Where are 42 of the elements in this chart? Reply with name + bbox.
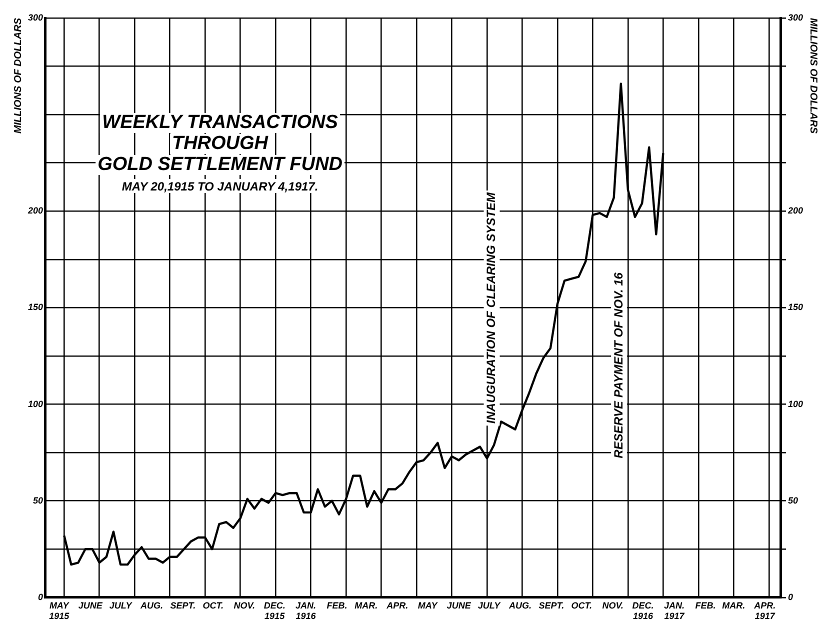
y-axis-title: MILLIONS OF DOLLARS xyxy=(12,18,24,134)
x-tick-label: SEPT. xyxy=(538,600,564,610)
x-tick-label: AUG. xyxy=(139,600,163,610)
x-tick-label: JAN. 1916 xyxy=(296,600,317,622)
y-tick-label: 300 xyxy=(28,12,44,22)
x-tick-label: MAR. xyxy=(722,600,746,610)
y2-tick-label: 200 xyxy=(786,206,804,216)
x-tick-label: JULY xyxy=(109,600,133,610)
annotation: RESERVE PAYMENT OF NOV. 16 xyxy=(611,272,626,458)
x-tick-label: SEPT. xyxy=(170,600,196,610)
x-tick-label: AUG. xyxy=(508,600,532,610)
y2-tick-label: 100 xyxy=(788,398,804,409)
y-tick-label: 150 xyxy=(28,302,44,312)
y2-tick-label: 300 xyxy=(788,12,804,22)
x-tick-label: NOV. xyxy=(234,600,255,610)
text: WEEKLY TRANSACTIONS THROUGH GOLD SETTLEMENT FUND xyxy=(98,112,343,176)
x-tick-label: FEB. xyxy=(695,600,716,610)
x-tick-label: APR. xyxy=(386,600,408,610)
y-tick-label: 100 xyxy=(28,398,44,409)
x-tick-label: DEC. 1915 xyxy=(264,600,286,622)
x-tick-label: JULY xyxy=(478,600,502,610)
y2-axis-title: MILLIONS OF DOLLARS xyxy=(807,18,818,134)
x-tick-label: JUNE xyxy=(78,600,104,610)
x-tick-label: JAN. 1917 xyxy=(664,600,686,622)
x-tick-label: APR. 1917 xyxy=(753,600,776,622)
x-tick-label: MAR. xyxy=(354,600,378,610)
x-tick-label: OCT. xyxy=(202,600,224,610)
y-tick-label: 200 xyxy=(26,206,44,216)
x-tick-label: DEC. 1916 xyxy=(632,600,654,622)
x-tick-label: OCT. xyxy=(571,600,592,610)
y2-tick-label: 0 xyxy=(788,592,793,602)
text: MAY 20,1915 TO JANUARY 4,1917. xyxy=(122,179,318,194)
x-tick-label: MAY xyxy=(418,600,438,610)
y2-tick-label: 50 xyxy=(788,495,798,506)
x-tick-label: FEB. xyxy=(326,600,348,610)
y2-tick-label: 150 xyxy=(788,302,804,312)
x-tick-label: NOV. xyxy=(602,600,624,610)
y-tick-label: 0 xyxy=(38,592,44,602)
x-tick-label: MAY 1915 xyxy=(49,600,70,622)
annotation: INAUGURATION OF CLEARING SYSTEM xyxy=(484,191,498,424)
x-tick-label: JUNE xyxy=(446,600,472,610)
y-tick-label: 50 xyxy=(33,495,44,506)
